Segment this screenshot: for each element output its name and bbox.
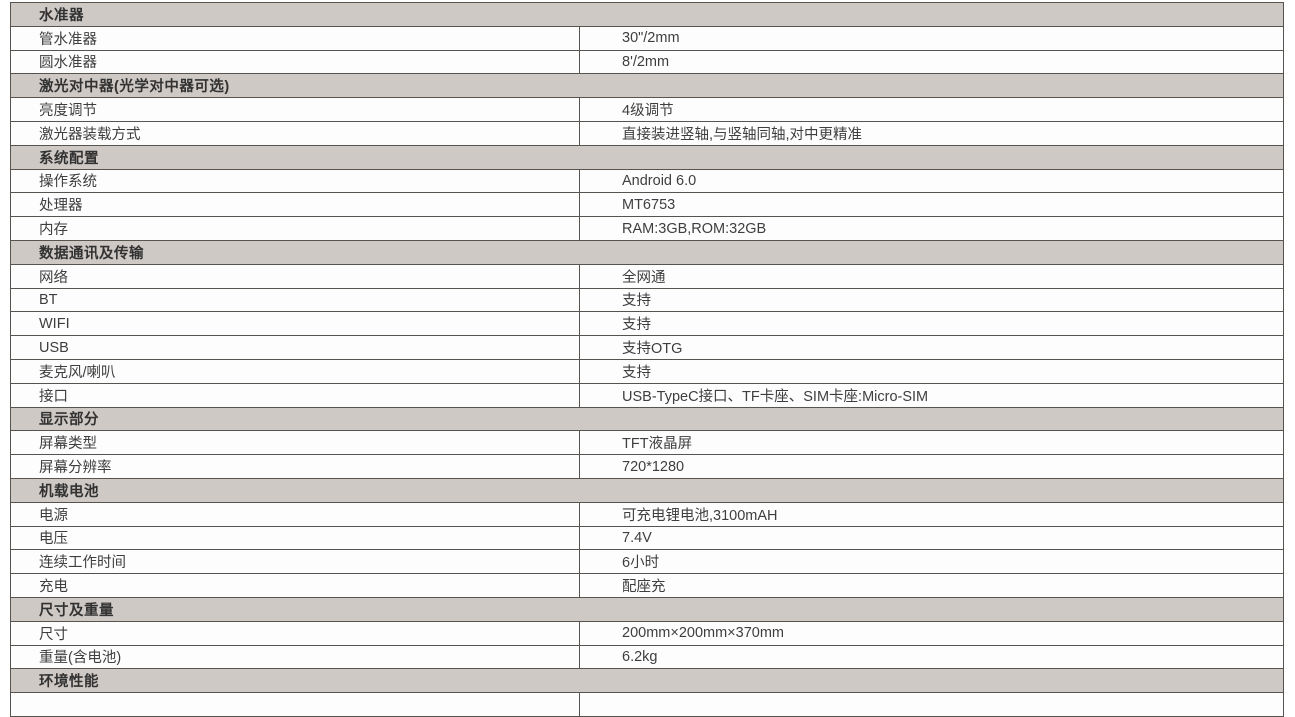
spec-value: 支持: [622, 364, 651, 381]
spec-value: 8'/2mm: [622, 53, 670, 70]
section-title: 激光对中器(光学对中器可选): [39, 79, 230, 96]
section-title: 尺寸及重量: [39, 602, 114, 619]
spec-label: 操作系统: [11, 169, 580, 193]
section-header-row: 数据通讯及传输: [11, 240, 1283, 265]
spec-row: 处理器 MT6753: [11, 193, 1283, 218]
spec-label: 接口: [11, 383, 580, 407]
spec-label: 尺寸: [11, 621, 580, 645]
spec-row: 接口 USB-TypeC接口、TF卡座、SIM卡座:Micro-SIM: [11, 383, 1283, 408]
spec-value: 6.2kg: [622, 648, 658, 665]
spec-row: 圆水准器 8'/2mm: [11, 50, 1283, 75]
spec-row: BT 支持: [11, 288, 1283, 313]
section-title: 显示部分: [39, 412, 99, 429]
spec-value: 直接装进竖轴,与竖轴同轴,对中更精准: [622, 126, 863, 143]
spec-value: 7.4V: [622, 529, 652, 546]
spec-label: 电源: [11, 502, 580, 526]
spec-label: 网络: [11, 264, 580, 288]
spec-value: TFT液晶屏: [622, 436, 693, 453]
spec-label: 亮度调节: [11, 98, 580, 121]
spec-label: 处理器: [11, 193, 580, 217]
section-header-row: 尺寸及重量: [11, 597, 1283, 622]
section-header-row: 激光对中器(光学对中器可选): [11, 74, 1283, 99]
spec-label: 管水准器: [11, 26, 580, 50]
spec-row: 充电 配座充: [11, 574, 1283, 598]
spec-value: 支持OTG: [622, 341, 683, 358]
partial-row: [11, 693, 1283, 717]
spec-row: 网络 全网通: [11, 264, 1283, 289]
section-header-row: 机载电池: [11, 478, 1283, 503]
spec-row: 重量(含电池) 6.2kg: [11, 645, 1283, 670]
spec-row: 屏幕分辨率 720*1280: [11, 455, 1283, 479]
spec-value: RAM:3GB,ROM:32GB: [622, 220, 767, 237]
spec-value: 30"/2mm: [622, 30, 680, 47]
spec-row: 电源 可充电锂电池,3100mAH: [11, 502, 1283, 527]
spec-label: 连续工作时间: [11, 550, 580, 574]
spec-label: 屏幕分辨率: [11, 455, 580, 478]
section-header-row: 水准器: [11, 3, 1283, 27]
spec-row: 亮度调节 4级调节: [11, 98, 1283, 122]
spec-value: [580, 693, 1283, 716]
spec-label: WIFI: [11, 312, 580, 336]
spec-label: USB: [11, 336, 580, 359]
spec-value: 支持: [622, 293, 651, 310]
section-header-row: 系统配置: [11, 145, 1283, 170]
spec-row: 屏幕类型 TFT液晶屏: [11, 431, 1283, 456]
spec-label: 圆水准器: [11, 50, 580, 74]
spec-row: 激光器装载方式 直接装进竖轴,与竖轴同轴,对中更精准: [11, 121, 1283, 146]
spec-row: WIFI 支持: [11, 312, 1283, 337]
section-title: 机载电池: [39, 483, 99, 500]
section-header-row: 环境性能: [11, 669, 1283, 694]
spec-row: 尺寸 200mm×200mm×370mm: [11, 621, 1283, 646]
spec-row: 内存 RAM:3GB,ROM:32GB: [11, 217, 1283, 241]
spec-value: USB-TypeC接口、TF卡座、SIM卡座:Micro-SIM: [622, 388, 929, 405]
spec-value: 720*1280: [622, 458, 685, 475]
spec-row: 电压 7.4V: [11, 526, 1283, 551]
spec-row: 管水准器 30"/2mm: [11, 26, 1283, 51]
spec-value: 4级调节: [622, 103, 674, 120]
spec-row: USB 支持OTG: [11, 336, 1283, 360]
spec-value: 全网通: [622, 269, 666, 286]
spec-value: 支持: [622, 317, 651, 334]
spec-value: 200mm×200mm×370mm: [622, 625, 784, 642]
section-title: 数据通讯及传输: [39, 245, 144, 262]
spec-value: 6小时: [622, 555, 660, 572]
spec-label: 内存: [11, 217, 580, 240]
spec-label: 充电: [11, 574, 580, 597]
spec-table: 水准器管水准器 30"/2mm 圆水准器 8'/2mm 激光对中器(光学对中器可选) 亮度…: [10, 2, 1284, 717]
section-header-row: 显示部分: [11, 407, 1283, 432]
section-title: 水准器: [39, 7, 84, 24]
spec-label: 屏幕类型: [11, 431, 580, 455]
spec-label: 激光器装载方式: [11, 121, 580, 145]
spec-label: [11, 693, 580, 716]
spec-label: 麦克风/喇叭: [11, 359, 580, 383]
section-title: 系统配置: [39, 150, 99, 167]
spec-label: 重量(含电池): [11, 645, 580, 669]
spec-row: 操作系统 Android 6.0: [11, 169, 1283, 194]
section-title: 环境性能: [39, 674, 99, 691]
spec-row: 麦克风/喇叭 支持: [11, 359, 1283, 384]
spec-value: 可充电锂电池,3100mAH: [622, 507, 778, 524]
spec-row: 连续工作时间 6小时: [11, 550, 1283, 575]
spec-label: 电压: [11, 526, 580, 550]
spec-value: 配座充: [622, 579, 666, 596]
spec-label: BT: [11, 288, 580, 312]
spec-value: Android 6.0: [622, 172, 697, 189]
spec-value: MT6753: [622, 196, 676, 213]
